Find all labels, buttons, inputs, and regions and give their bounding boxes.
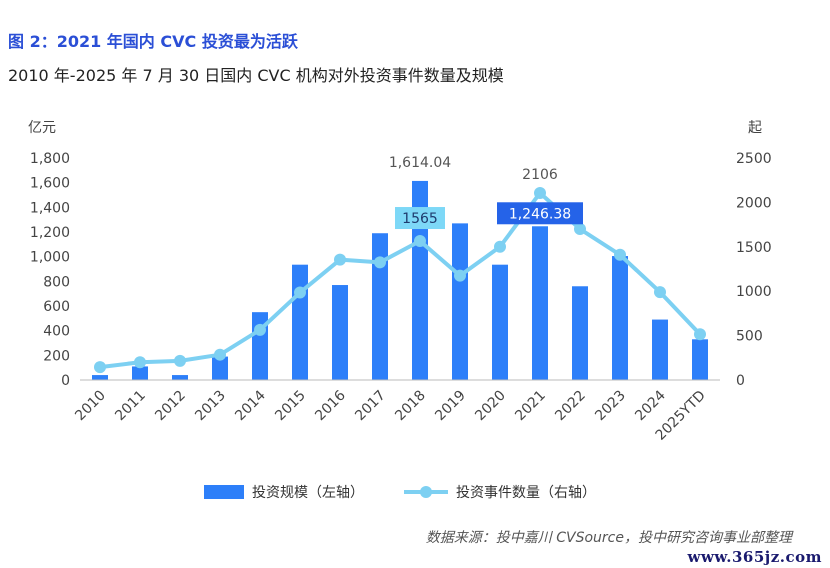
legend-line-label: 投资事件数量（右轴）	[456, 485, 596, 501]
bar-2010	[92, 375, 108, 380]
point-2024	[654, 286, 666, 299]
site-watermark: www.365jz.com	[687, 548, 822, 566]
callout-box	[497, 202, 583, 225]
left-tick-label: 1,400	[30, 200, 70, 216]
x-tick-label: 2017	[352, 388, 389, 425]
left-tick-label: 1,800	[30, 151, 70, 167]
x-tick-label: 2012	[152, 388, 189, 425]
callout-box	[395, 207, 445, 230]
right-tick-label: 1000	[736, 284, 772, 300]
right-tick-label: 2000	[736, 195, 772, 211]
legend-line-marker	[420, 486, 432, 498]
bar-2011	[132, 366, 148, 380]
point-2012	[174, 354, 186, 367]
x-tick-label: 2015	[272, 388, 309, 425]
bar-2013	[212, 356, 228, 380]
bar-2025YTD	[692, 339, 708, 380]
data-label: 2106	[522, 167, 558, 183]
left-tick-label: 1,600	[30, 176, 70, 192]
right-axis-unit: 起	[748, 120, 762, 136]
bar-2017	[372, 233, 388, 380]
bar-2021	[532, 226, 548, 380]
left-tick-label: 200	[43, 348, 70, 364]
x-tick-label: 2022	[552, 388, 589, 425]
legend-bar-label: 投资规模（左轴）	[252, 485, 364, 501]
figure-subtitle: 2010 年-2025 年 7 月 30 日国内 CVC 机构对外投资事件数量及…	[8, 66, 504, 85]
line-series	[94, 186, 706, 374]
point-2020	[494, 240, 506, 253]
x-tick-label: 2016	[312, 387, 349, 424]
point-2014	[254, 323, 266, 336]
x-tick-label: 2020	[472, 388, 509, 425]
point-2017	[374, 256, 386, 269]
left-axis: 亿元 0 200 400 600 800 1,000 1,200 1,400 1,600 1,800	[28, 120, 70, 389]
left-axis-unit: 亿元	[28, 120, 56, 136]
callout-label: 1,246.38	[509, 206, 571, 222]
point-2019	[454, 269, 466, 282]
right-tick-label: 0	[736, 373, 745, 389]
point-2023	[614, 248, 626, 261]
x-tick-label: 2023	[592, 388, 629, 425]
point-2022	[574, 223, 586, 236]
right-axis: 起 0 500 1000 1500 2000 2500	[736, 120, 772, 389]
bar-2012	[172, 375, 188, 380]
bar-2022	[572, 286, 588, 380]
x-tick-label: 2018	[392, 388, 429, 425]
x-tick-label: 2024	[632, 387, 669, 424]
x-tick-label: 2019	[432, 388, 469, 425]
legend: 投资规模（左轴） 投资事件数量（右轴）	[204, 485, 596, 501]
x-tick-label: 2013	[192, 388, 229, 425]
left-tick-label: 800	[43, 274, 70, 290]
count-line	[99, 190, 702, 370]
point-2011	[134, 356, 146, 369]
data-label: 1,614.04	[389, 155, 451, 171]
bar-2023	[612, 256, 628, 380]
left-tick-label: 0	[61, 373, 70, 389]
left-tick-label: 1,200	[30, 225, 70, 241]
annotations: 1,614.04 2106 1565 1,246.38	[389, 155, 583, 230]
figure-label: 图 2：2021 年国内 CVC 投资最为活跃	[8, 32, 298, 51]
x-tick-label: 2011	[112, 388, 149, 425]
bar-2020	[492, 264, 508, 380]
left-tick-label: 600	[43, 299, 70, 315]
x-tick-label: 2021	[512, 388, 549, 425]
left-tick-label: 1,000	[30, 250, 70, 266]
bar-series	[92, 180, 708, 380]
bar-2015	[292, 264, 308, 380]
point-2015	[294, 286, 306, 299]
point-2018	[414, 235, 426, 248]
right-tick-label: 1500	[736, 240, 772, 256]
legend-bar-swatch	[204, 485, 244, 499]
callout-label: 1565	[402, 211, 438, 227]
left-tick-label: 400	[43, 324, 70, 340]
bar-2024	[652, 319, 668, 380]
right-tick-label: 500	[736, 329, 763, 345]
bar-2019	[452, 223, 468, 380]
bar-2016	[332, 285, 348, 380]
point-2013	[214, 348, 226, 361]
point-2021	[534, 186, 546, 199]
point-2010	[94, 361, 106, 374]
point-2025YTD	[694, 328, 706, 341]
bar-2018	[412, 180, 428, 380]
right-tick-label: 2500	[736, 151, 772, 167]
source-note: 数据来源：投中嘉川 CVSource，投中研究咨询事业部整理	[425, 530, 792, 546]
x-tick-label: 2010	[72, 388, 109, 425]
point-2016	[334, 253, 346, 266]
x-tick-label: 2014	[232, 387, 269, 424]
x-axis: 2010 2011 2012 2013 2014 2015 2016 2017 2018 2019…	[72, 379, 720, 444]
